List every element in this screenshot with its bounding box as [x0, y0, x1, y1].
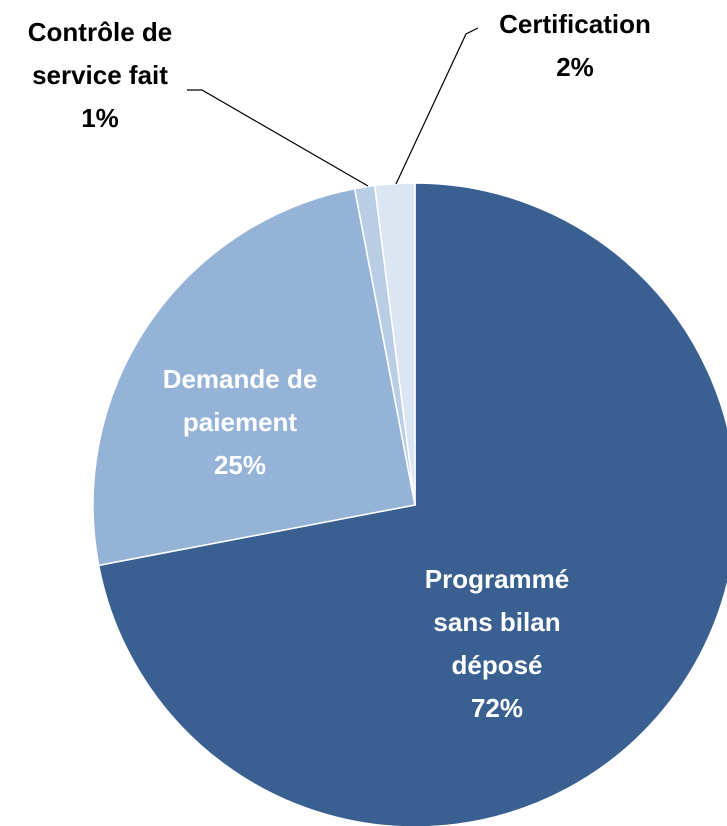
slice-label: Demande de paiement 25%	[140, 358, 340, 487]
leader-line	[187, 89, 369, 187]
category-label: Contrôle de service fait	[27, 17, 173, 90]
leader-line	[395, 27, 479, 185]
pie-slice	[97, 182, 727, 826]
value-label: 25%	[213, 450, 267, 480]
value-label: 2%	[556, 52, 594, 82]
pie-slice	[373, 182, 416, 506]
category-label: Programmé sans bilan déposé	[424, 564, 570, 680]
value-label: 72%	[470, 693, 524, 723]
pie-slice	[92, 187, 416, 567]
category-label: Demande de paiement	[162, 364, 318, 437]
slice-label: Certification 2%	[475, 3, 675, 89]
value-label: 1%	[81, 103, 119, 133]
slice-label: Programmé sans bilan déposé 72%	[417, 558, 577, 730]
slice-label: Contrôle de service fait 1%	[10, 11, 190, 140]
category-label: Certification	[499, 9, 651, 39]
